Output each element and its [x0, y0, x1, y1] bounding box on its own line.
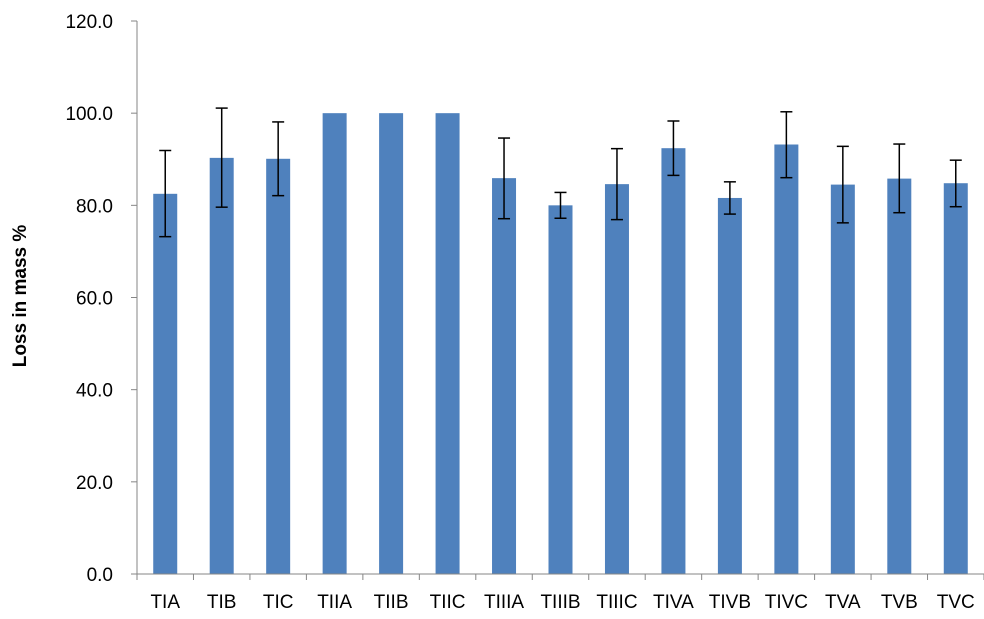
y-tick-label: 80.0 [76, 196, 113, 217]
bar [209, 157, 234, 574]
bar [548, 205, 573, 575]
y-tick-label: 100.0 [65, 104, 113, 125]
bar [266, 158, 291, 574]
bar [153, 193, 178, 574]
x-tick-label: TIIB [374, 592, 409, 613]
x-tick-label: TIVC [765, 592, 808, 613]
x-tick-label: TVC [937, 592, 975, 613]
y-tick-label: 20.0 [76, 473, 113, 494]
x-tick-label: TIIC [430, 592, 466, 613]
y-tick-label: 0.0 [87, 565, 113, 586]
x-tick-label: TIA [150, 592, 180, 613]
bar [322, 113, 347, 575]
x-axis: TIA TIB TIC TIIA TIIB TIIC TIIIA TIIIB TIIIC TIVA… [136, 573, 984, 613]
bar [774, 144, 799, 574]
y-axis: 0.0 20.0 40.0 60.0 80.0 100.0 120.0 [65, 12, 138, 586]
y-tick-label: 120.0 [65, 12, 113, 33]
y-axis-title: Loss in mass % [10, 225, 31, 368]
x-tick-label: TIIA [317, 592, 352, 613]
bars-group [153, 113, 968, 575]
bar [830, 184, 855, 575]
x-tick-label: TVB [881, 592, 918, 613]
x-tick-label: TVA [825, 592, 861, 613]
y-tick-label: 60.0 [76, 289, 113, 310]
y-tick-label: 40.0 [76, 381, 113, 402]
bar [717, 197, 742, 574]
x-tick-label: TIIIA [484, 592, 524, 613]
bar [604, 184, 629, 574]
bar [435, 113, 460, 575]
bar [887, 178, 912, 575]
error-bars-group [159, 107, 962, 238]
bar [943, 183, 968, 575]
x-tick-label: TIIIB [540, 592, 580, 613]
x-tick-label: TIB [207, 592, 237, 613]
x-tick-label: TIVA [653, 592, 694, 613]
x-tick-label: TIVB [709, 592, 751, 613]
x-tick-label: TIIIC [596, 592, 637, 613]
bar [661, 148, 686, 574]
bar [379, 113, 404, 575]
x-tick-label: TIC [263, 592, 294, 613]
bar [492, 178, 517, 574]
